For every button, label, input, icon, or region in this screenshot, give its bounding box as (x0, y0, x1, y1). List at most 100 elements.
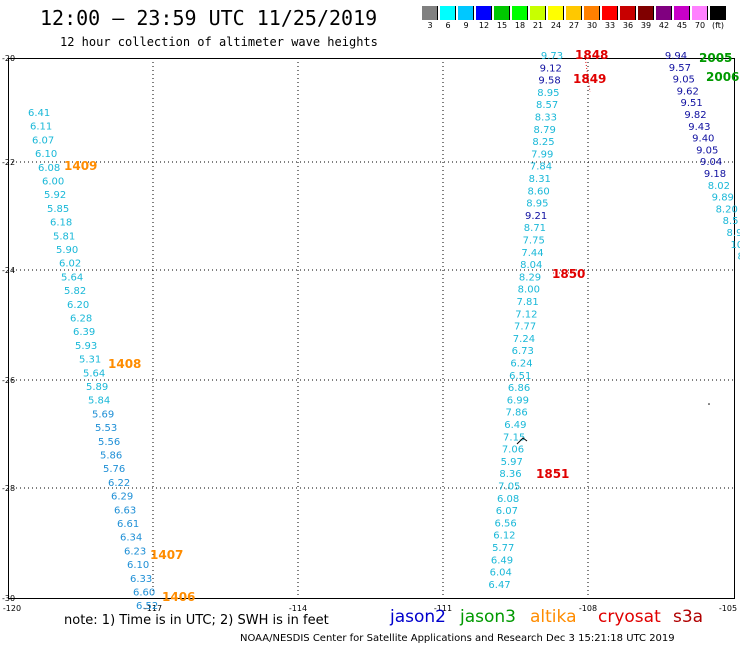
colorbar-swatch (494, 6, 510, 20)
swh-value: 5.81 (53, 231, 75, 242)
swh-value: 5.69 (92, 409, 114, 420)
time-label: 1848 (575, 48, 608, 62)
legend-altika: altika (530, 607, 577, 627)
swh-value: 7.24 (513, 334, 535, 345)
swh-value: 9.18 (704, 169, 726, 180)
swh-value: 5.85 (47, 204, 69, 215)
colorbar-swatch (566, 6, 582, 20)
colorbar-swatch (476, 6, 492, 20)
colorbar-swatch (692, 6, 708, 20)
swh-value: 9.94 (665, 51, 687, 62)
colorbar-swatch (548, 6, 564, 20)
swh-value: 8.29 (519, 272, 541, 283)
lon-label: -105 (719, 604, 737, 613)
swh-value: 5.31 (79, 355, 101, 366)
colorbar-swatch (602, 6, 618, 20)
colorbar-label: (ft) (711, 21, 725, 30)
swh-value: 9.89 (712, 193, 734, 204)
time-label: 1407 (150, 548, 183, 562)
swh-value: 6.22 (108, 478, 130, 489)
swh-value: 8.57 (536, 100, 558, 111)
swh-value: 5.84 (88, 396, 110, 407)
swh-value: 6.20 (67, 300, 89, 311)
swh-value: 6.07 (32, 135, 54, 146)
legend-s3a: s3a (673, 607, 704, 627)
colorbar-label: 3 (427, 21, 433, 30)
lat-label: -26 (2, 376, 15, 385)
colorbar-label: 36 (622, 21, 634, 30)
colorbar-label: 33 (604, 21, 616, 30)
time-label: 1850 (552, 267, 585, 281)
swh-value: 9.05 (673, 75, 695, 86)
map-title: 12:00 – 23:59 UTC 11/25/2019 (40, 6, 378, 30)
swh-value: 6.47 (488, 580, 510, 591)
lon-label: -114 (289, 604, 307, 613)
time-label: 1849 (573, 72, 606, 86)
time-label: 1406 (162, 590, 195, 604)
swh-value: 9.05 (696, 145, 718, 156)
lat-label: -22 (2, 158, 15, 167)
swh-value: 5.89 (86, 382, 108, 393)
time-label: 2005 (699, 51, 732, 65)
swh-value: 6.52 (136, 601, 158, 612)
swh-value: 7.44 (521, 248, 543, 259)
track-dot (708, 403, 710, 405)
leader-line (584, 55, 591, 93)
note-text: note: 1) Time is in UTC; 2) SWH is in fe… (64, 613, 329, 628)
colorbar-label: 12 (478, 21, 490, 30)
time-label: 1851 (536, 467, 569, 481)
colorbar-label: 27 (568, 21, 580, 30)
swh-value: 5.82 (64, 286, 86, 297)
colorbar-label: 15 (496, 21, 508, 30)
swh-value: 8.31 (529, 174, 551, 185)
swh-value: 7.15 (503, 432, 525, 443)
swh-value: 6.49 (504, 420, 526, 431)
swh-value: 5.97 (501, 457, 523, 468)
time-label: 1409 (64, 159, 97, 173)
swh-value: 9.58 (538, 76, 560, 87)
swh-value: 5.64 (83, 368, 105, 379)
swh-value: 7.99 (531, 149, 553, 160)
swh-value: 6.02 (59, 259, 81, 270)
swh-value: 8.5 (723, 216, 739, 227)
colorbar-label: 30 (586, 21, 598, 30)
swh-value: 6.61 (117, 519, 139, 530)
swh-value: 9.04 (700, 157, 722, 168)
swh-value: 8.60 (527, 186, 549, 197)
swh-value: 8.95 (537, 88, 559, 99)
swh-value: 8.02 (708, 181, 730, 192)
legend-jason3: jason3 (460, 607, 516, 627)
swh-value: 9.12 (540, 63, 562, 74)
swh-value: 7.12 (515, 309, 537, 320)
swh-value: 6.08 (38, 163, 60, 174)
lat-label: -20 (2, 54, 15, 63)
colorbar-label: 6 (445, 21, 451, 30)
swh-value: 6.12 (493, 531, 515, 542)
swh-value: 6.28 (70, 314, 92, 325)
swh-value: 6.24 (510, 359, 532, 370)
swh-value: 7.84 (530, 162, 552, 173)
swh-value: 8.33 (535, 113, 557, 124)
swh-value: 5.56 (98, 437, 120, 448)
swh-value: 6.41 (28, 108, 50, 119)
swh-value: 6.39 (73, 327, 95, 338)
colorbar-label: 18 (514, 21, 526, 30)
swh-value: 5.53 (95, 423, 117, 434)
colorbar-swatch (422, 6, 438, 20)
swh-value: 6.60 (133, 588, 155, 599)
swh-value: 9.43 (688, 122, 710, 133)
swh-value: 9.21 (525, 211, 547, 222)
colorbar-swatch (620, 6, 636, 20)
swh-value: 5.90 (56, 245, 78, 256)
swh-value: 6.49 (491, 555, 513, 566)
colorbar-swatch (440, 6, 456, 20)
lat-label: -30 (2, 594, 15, 603)
lon-label: -111 (434, 604, 452, 613)
swh-value: 6.11 (30, 122, 52, 133)
lon-label: -117 (144, 604, 162, 613)
swh-value: 9.40 (692, 134, 714, 145)
swh-value: 5.64 (61, 272, 83, 283)
swh-value: 5.92 (44, 190, 66, 201)
swh-value: 6.99 (507, 395, 529, 406)
